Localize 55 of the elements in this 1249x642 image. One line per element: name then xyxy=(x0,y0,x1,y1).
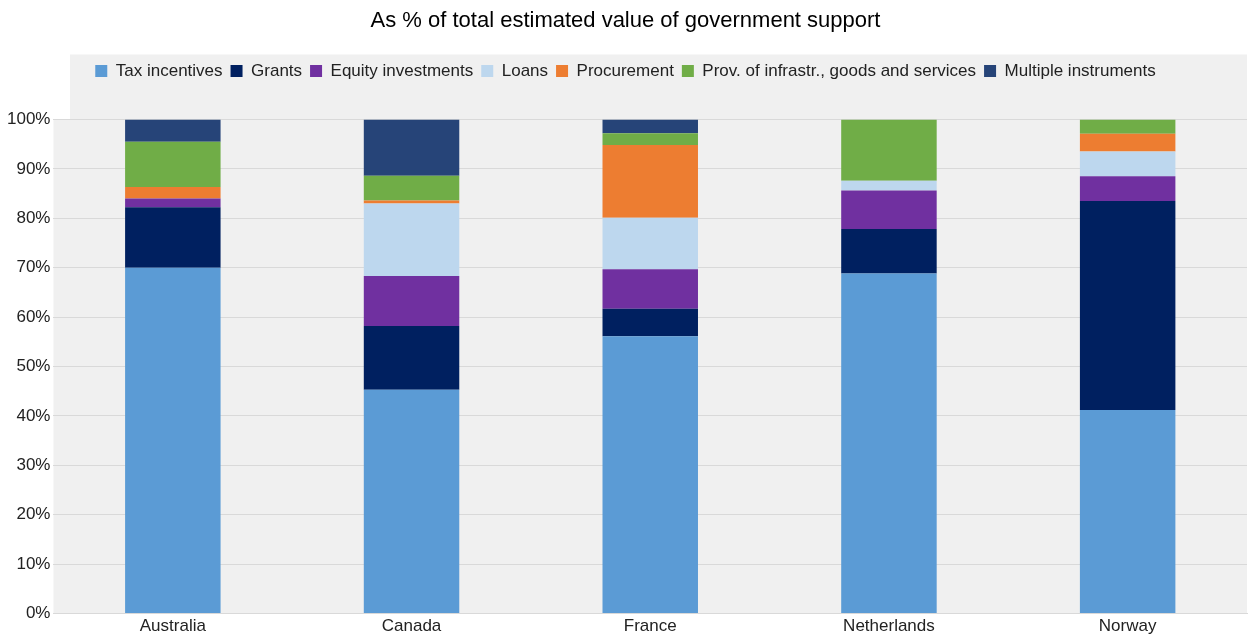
bar xyxy=(125,141,221,188)
bar xyxy=(841,229,937,274)
y-tick-label: 60% xyxy=(16,306,51,326)
y-tick-label: 20% xyxy=(16,504,51,524)
legend-label: Prov. of infrastr., goods and services xyxy=(702,60,977,80)
bar xyxy=(602,336,698,614)
x-tick-label: France xyxy=(623,616,677,636)
bar xyxy=(1079,119,1176,134)
bar xyxy=(841,190,937,230)
bar xyxy=(602,308,698,337)
bar xyxy=(841,119,937,181)
bar xyxy=(602,217,698,270)
bar xyxy=(602,145,698,218)
bar xyxy=(125,187,221,199)
bar xyxy=(1079,200,1176,410)
bar xyxy=(602,133,698,146)
bar xyxy=(602,269,698,309)
y-tick-label: 70% xyxy=(16,257,51,277)
y-tick-label: 80% xyxy=(16,207,51,227)
y-tick-label: 40% xyxy=(16,405,51,425)
legend-label: Tax incentives xyxy=(115,60,223,80)
bar xyxy=(363,276,460,326)
bar xyxy=(1079,151,1176,177)
chart-title: As % of total estimated value of government support xyxy=(370,7,881,33)
legend-label: Equity investments xyxy=(330,60,474,80)
bar xyxy=(363,389,460,614)
bar xyxy=(841,180,937,191)
legend-label: Loans xyxy=(501,60,549,80)
y-tick-label: 30% xyxy=(16,455,51,475)
y-tick-label: 100% xyxy=(7,109,51,129)
bar xyxy=(363,175,460,201)
bar xyxy=(125,267,221,614)
y-tick-label: 10% xyxy=(16,553,51,573)
legend-label: Multiple instruments xyxy=(1004,60,1156,80)
legend-label: Procurement xyxy=(576,60,675,80)
bar xyxy=(363,200,460,204)
y-tick-label: 50% xyxy=(16,356,51,376)
y-tick-label: 90% xyxy=(16,158,51,178)
y-tick-label: 0% xyxy=(25,603,51,623)
legend-label: Grants xyxy=(251,60,303,80)
x-tick-label: Australia xyxy=(139,616,207,636)
bar xyxy=(125,207,221,268)
bar xyxy=(1079,409,1176,614)
bar xyxy=(363,325,460,390)
x-tick-label: Norway xyxy=(1098,616,1157,636)
bar xyxy=(363,119,460,176)
bar xyxy=(1079,133,1176,152)
x-tick-label: Canada xyxy=(381,616,442,636)
x-tick-label: Netherlands xyxy=(843,616,935,636)
bar xyxy=(363,203,460,277)
bar xyxy=(602,119,698,134)
bar xyxy=(125,119,221,142)
bar xyxy=(1079,176,1176,201)
bar xyxy=(125,198,221,208)
bar xyxy=(841,273,937,614)
